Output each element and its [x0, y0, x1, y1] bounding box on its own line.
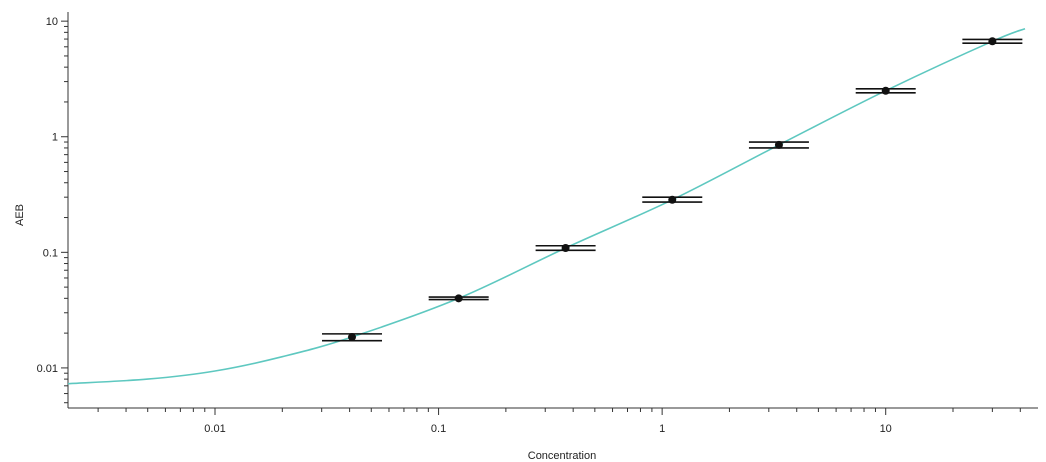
data-point-group [855, 86, 916, 95]
data-point [668, 195, 677, 204]
data-point-group [322, 333, 383, 342]
y-tick-label: 0.1 [43, 247, 58, 259]
data-point-group [428, 294, 489, 303]
axes: 0.01 0.1 1 10 0.01 0.1 1 10 [37, 12, 1038, 435]
data-point-group [642, 195, 703, 204]
data-point [454, 294, 463, 303]
data-point [561, 244, 570, 253]
y-tick-label: 0.01 [37, 363, 58, 375]
y-tick-label: 10 [46, 16, 58, 28]
data-point [881, 86, 890, 95]
y-tick-label: 1 [52, 132, 58, 144]
data-point [774, 140, 783, 149]
x-tick-label: 1 [659, 423, 665, 435]
data-point-group [748, 140, 809, 149]
data-points-layer [322, 37, 1023, 342]
data-point [988, 37, 997, 46]
x-tick-label: 10 [880, 423, 892, 435]
fit-curve-layer [67, 27, 1026, 385]
y-axis-title: AEB [14, 204, 26, 226]
x-axis-title: Concentration [528, 450, 597, 462]
data-point-group [535, 244, 596, 253]
fit-curve [67, 27, 1026, 385]
x-tick-label: 0.01 [204, 423, 225, 435]
x-tick-label: 0.1 [431, 423, 446, 435]
data-point [348, 333, 357, 342]
data-point-group [962, 37, 1023, 46]
